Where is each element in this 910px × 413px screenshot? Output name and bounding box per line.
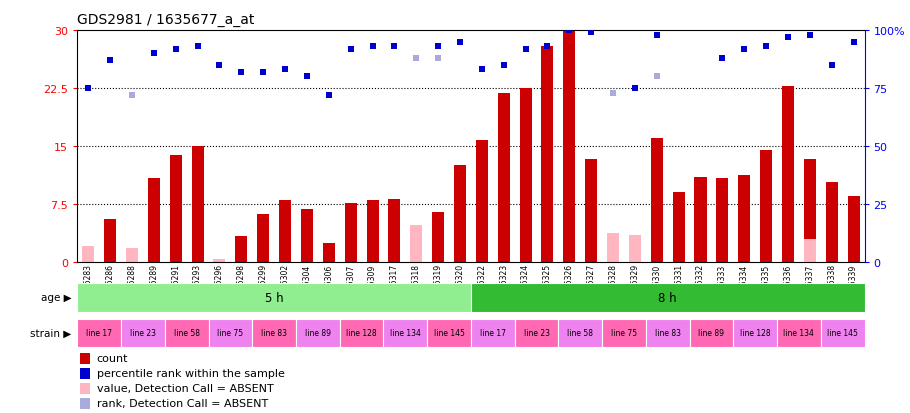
Text: line 89: line 89 [305,328,331,337]
Bar [79,398,90,409]
Bar [345,204,357,262]
Bar [498,94,510,262]
Bar [383,319,427,347]
Bar [760,150,772,262]
Bar [77,319,121,347]
Text: line 58: line 58 [174,328,199,337]
Text: strain ▶: strain ▶ [30,328,71,338]
Bar [471,319,515,347]
Bar [170,156,182,262]
Text: line 83: line 83 [261,328,288,337]
Text: line 128: line 128 [347,328,377,337]
Text: count: count [96,354,128,363]
Bar [427,319,471,347]
Bar [825,182,838,262]
Text: line 145: line 145 [827,328,858,337]
Bar [79,353,90,364]
Text: line 128: line 128 [740,328,771,337]
Bar [82,247,95,262]
Text: line 17: line 17 [86,328,112,337]
Bar [471,284,864,312]
Bar [782,86,794,262]
Bar [804,239,816,262]
Bar [301,210,313,262]
Bar [165,319,208,347]
Bar [79,368,90,379]
Text: rank, Detection Call = ABSENT: rank, Detection Call = ABSENT [96,399,268,408]
Text: value, Detection Call = ABSENT: value, Detection Call = ABSENT [96,384,274,394]
Text: 8 h: 8 h [659,291,677,304]
Text: line 83: line 83 [654,328,681,337]
Bar [454,165,466,262]
Bar [79,383,90,394]
Bar [672,193,684,262]
Bar [367,201,379,262]
Bar [432,213,444,262]
Bar [821,319,864,347]
Text: line 58: line 58 [567,328,593,337]
Bar [126,248,138,262]
Text: age ▶: age ▶ [41,293,71,303]
Bar [208,319,252,347]
Text: line 23: line 23 [523,328,550,337]
Bar [804,160,816,262]
Bar [585,160,597,262]
Bar [777,319,821,347]
Text: line 75: line 75 [611,328,637,337]
Bar [77,284,471,312]
Bar [694,178,706,262]
Bar [296,319,339,347]
Bar [690,319,733,347]
Bar [646,319,690,347]
Text: line 134: line 134 [784,328,814,337]
Bar [258,214,269,262]
Bar [602,319,646,347]
Bar [607,233,619,262]
Bar [279,201,291,262]
Bar [339,319,383,347]
Bar [733,319,777,347]
Bar [738,175,750,262]
Bar [236,236,248,262]
Bar [389,199,400,262]
Bar [410,225,422,262]
Bar [559,319,602,347]
Bar [104,220,116,262]
Text: GDS2981 / 1635677_a_at: GDS2981 / 1635677_a_at [77,13,255,27]
Bar [214,259,226,262]
Text: 5 h: 5 h [265,291,283,304]
Text: line 23: line 23 [130,328,156,337]
Text: percentile rank within the sample: percentile rank within the sample [96,368,285,378]
Bar [563,31,575,262]
Text: line 134: line 134 [389,328,420,337]
Bar [716,179,728,262]
Bar [192,147,204,262]
Text: line 89: line 89 [699,328,724,337]
Bar [147,179,160,262]
Bar [476,140,488,262]
Text: line 75: line 75 [217,328,244,337]
Bar [252,319,296,347]
Bar [847,197,860,262]
Bar [541,46,553,262]
Bar [121,319,165,347]
Bar [520,89,531,262]
Bar [323,244,335,262]
Text: line 17: line 17 [480,328,506,337]
Text: line 145: line 145 [434,328,464,337]
Bar [651,139,662,262]
Bar [629,235,641,262]
Bar [515,319,559,347]
